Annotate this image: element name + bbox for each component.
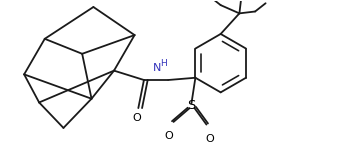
Text: H: H bbox=[160, 59, 167, 68]
Text: S: S bbox=[187, 99, 196, 112]
Text: O: O bbox=[132, 113, 141, 123]
Text: O: O bbox=[164, 131, 173, 140]
Text: N: N bbox=[153, 63, 161, 73]
Text: O: O bbox=[205, 134, 214, 144]
